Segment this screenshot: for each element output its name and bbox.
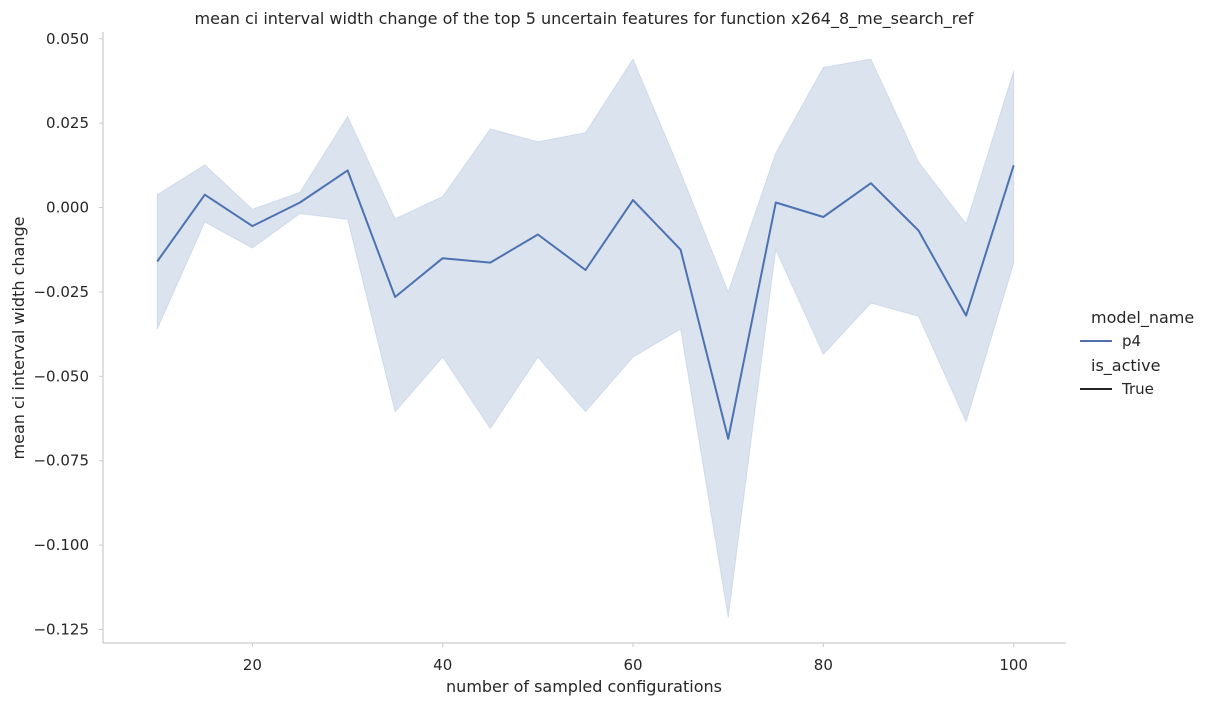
y-tick-layer: 0.050 0.025 0.000 −0.025 −0.050 −0.075 −0.100 −… [33, 30, 103, 638]
y-tick-label: −0.125 [33, 620, 89, 638]
confidence-band [156, 57, 1015, 618]
y-tick-label: 0.025 [46, 114, 89, 132]
y-tick-label: 0.050 [46, 30, 89, 48]
series-line-p4 [156, 164, 1015, 440]
confidence-band-layer [156, 57, 1015, 618]
y-tick-label: 0.000 [46, 199, 89, 217]
y-tick-label: −0.075 [33, 452, 89, 470]
legend-style-title: is_active [1091, 356, 1160, 376]
x-tick-layer: 20 40 60 80 100 [243, 643, 1028, 674]
y-tick-label: −0.025 [33, 283, 89, 301]
x-axis-label: number of sampled configurations [446, 677, 722, 696]
x-tick-label: 100 [999, 656, 1028, 674]
y-axis-label: mean ci interval width change [9, 217, 28, 460]
x-tick-label: 60 [623, 656, 642, 674]
legend-style-entry: True [1121, 380, 1154, 398]
series-line-layer [156, 164, 1015, 440]
legend-hue-entry: p4 [1122, 332, 1141, 350]
chart-title: mean ci interval width change of the top… [195, 9, 974, 29]
legend: model_name p4 is_active True [1080, 308, 1194, 398]
x-tick-label: 20 [243, 656, 262, 674]
legend-hue-title: model_name [1091, 308, 1194, 328]
y-tick-label: −0.100 [33, 536, 89, 554]
x-tick-label: 80 [814, 656, 833, 674]
y-tick-label: −0.050 [33, 367, 89, 385]
x-tick-label: 40 [433, 656, 452, 674]
